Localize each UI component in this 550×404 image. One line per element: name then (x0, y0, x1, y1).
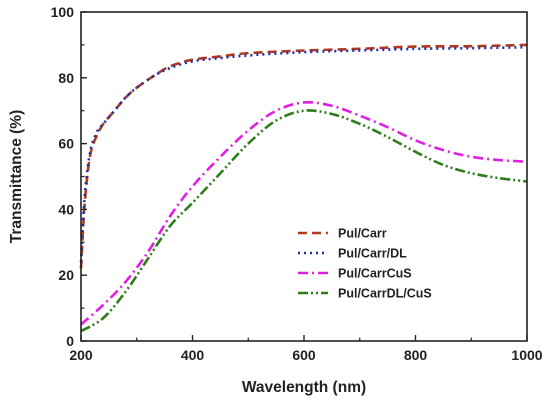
y-tick-label: 60 (58, 136, 74, 152)
legend-label-2: Pul/Carr/DL (338, 247, 407, 261)
series-line-4 (80, 109, 528, 333)
series-layer (79, 43, 528, 333)
x-tick-label: 800 (404, 347, 428, 363)
y-tick-label: 100 (51, 4, 75, 20)
y-tick-label: 40 (58, 201, 74, 217)
x-tick-label: 1000 (511, 347, 542, 363)
x-axis-title: Wavelength (nm) (242, 379, 366, 396)
legend-label-1: Pul/Carr (338, 227, 387, 241)
x-tick-label: 600 (292, 347, 316, 363)
plot-frame (80, 11, 528, 342)
y-tick-label: 0 (66, 333, 74, 349)
series-line-3 (80, 100, 528, 326)
y-tick-label: 20 (58, 267, 74, 283)
series-line-1 (79, 43, 528, 269)
legend: Pul/Carr Pul/Carr/DL Pul/CarrCuS Pul/CarrDL… (298, 227, 432, 301)
legend-label-3: Pul/CarrCuS (338, 267, 412, 281)
y-axis-title: Transmittance (%) (8, 110, 25, 244)
x-tick-label: 400 (181, 347, 205, 363)
ticks-layer: 200 400 600 800 1000 0 20 40 60 80 100 (51, 4, 543, 363)
y-tick-label: 80 (58, 70, 74, 86)
legend-label-4: Pul/CarrDL/CuS (338, 287, 432, 301)
x-tick-label: 200 (69, 347, 93, 363)
